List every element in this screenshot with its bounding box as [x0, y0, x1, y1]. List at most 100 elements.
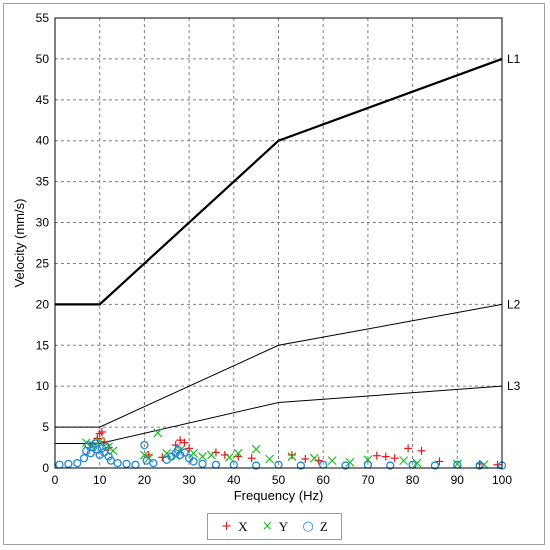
point-z: [79, 454, 89, 463]
point-y: [309, 453, 319, 463]
point-z: [55, 460, 64, 469]
limit-line-label-l2: L2: [507, 297, 521, 311]
y-tick-label: 20: [36, 297, 50, 311]
limit-line-l3: [55, 385, 503, 444]
point-x: [390, 454, 399, 463]
point-z: [296, 461, 306, 470]
point-z: [251, 461, 261, 470]
point-z: [149, 458, 158, 468]
point-y: [233, 448, 243, 458]
y-axis-title: Velocity (mm/s): [12, 199, 27, 288]
x-tick-label: 100: [492, 473, 512, 487]
x-tick-label: 10: [93, 473, 107, 487]
circle-marker-icon: ○: [302, 519, 314, 534]
point-z: [102, 442, 111, 451]
point-x: [301, 455, 310, 463]
point-z: [140, 440, 149, 450]
point-z: [386, 461, 395, 470]
point-x: [372, 451, 381, 460]
point-z: [122, 459, 131, 469]
point-y: [287, 452, 297, 461]
point-y: [412, 458, 422, 468]
grid-lines: [55, 18, 502, 468]
point-z: [176, 450, 185, 460]
x-axis-title: Frequency (Hz): [234, 488, 324, 503]
point-x: [493, 460, 502, 469]
point-y: [189, 448, 198, 458]
plot-area-border: [54, 17, 503, 469]
point-y: [399, 456, 409, 466]
plus-marker-icon: +: [221, 519, 233, 534]
y-tick-label: 10: [36, 379, 50, 393]
legend-label-x: X: [238, 518, 248, 534]
y-tick-label: 50: [36, 52, 50, 66]
point-x: [287, 450, 296, 459]
point-z: [73, 458, 82, 468]
point-z: [88, 443, 98, 452]
x-tick-label: 50: [272, 473, 286, 487]
legend-label-z: Z: [319, 518, 328, 534]
y-tick-label: 15: [36, 338, 50, 352]
point-z: [97, 444, 107, 453]
y-tick-label: 5: [42, 420, 49, 434]
x-tick-label: 20: [138, 473, 152, 487]
point-y: [198, 452, 207, 461]
point-x: [180, 438, 189, 447]
limit-line-label-l3: L3: [507, 379, 521, 393]
tick-labels: 0 10 20 30 40 50 60 70 80 90 100 0 5 10 15 20 25 30 35 40 45…: [36, 11, 513, 487]
y-tick-label: 35: [36, 175, 50, 189]
y-tick-label: 40: [36, 134, 50, 148]
data-points: [55, 428, 507, 470]
x-tick-label: 40: [227, 473, 241, 487]
point-x: [435, 457, 444, 466]
point-z: [104, 452, 113, 461]
limit-line-l1: [55, 57, 503, 306]
legend-item-y: × Y: [262, 519, 288, 535]
point-x: [247, 454, 256, 463]
x-tick-label: 80: [406, 473, 420, 487]
point-x: [404, 444, 413, 453]
point-z: [189, 457, 198, 466]
point-z: [64, 459, 73, 469]
point-y: [224, 452, 234, 462]
point-z: [113, 458, 122, 468]
point-x: [176, 436, 185, 445]
point-x: [97, 428, 106, 436]
point-y: [327, 456, 337, 466]
y-tick-label: 55: [36, 11, 50, 25]
x-tick-label: 0: [52, 473, 59, 487]
legend-item-x: + X: [221, 519, 247, 535]
legend-label-y: Y: [278, 518, 289, 534]
point-z: [341, 461, 350, 470]
limit-line-l2: [55, 303, 503, 428]
limit-lines: L1 L2 L3: [55, 52, 521, 444]
point-z: [430, 461, 440, 470]
point-y: [251, 444, 261, 454]
point-z: [180, 448, 189, 457]
legend-item-z: ○ Z: [302, 519, 327, 535]
cross-marker-icon: ×: [261, 519, 273, 534]
point-x: [381, 452, 390, 461]
y-tick-label: 45: [36, 93, 50, 107]
y-tick-label: 25: [36, 256, 50, 270]
point-y: [207, 450, 216, 460]
chart-frame: [3, 3, 545, 545]
point-y: [95, 436, 105, 446]
x-tick-label: 90: [451, 473, 465, 487]
x-tick-label: 60: [317, 473, 331, 487]
legend: + X × Y ○ Z: [207, 513, 342, 540]
limit-line-label-l1: L1: [507, 52, 521, 66]
point-z: [211, 460, 221, 469]
point-y: [162, 448, 172, 458]
point-y: [345, 457, 355, 467]
point-z: [131, 460, 140, 469]
y-tick-label: 0: [42, 461, 49, 475]
point-x: [185, 444, 194, 453]
point-y: [153, 428, 163, 438]
point-z: [475, 461, 484, 470]
point-y: [265, 454, 274, 464]
x-tick-label: 30: [182, 473, 196, 487]
point-z: [198, 459, 207, 469]
point-x: [417, 446, 426, 455]
